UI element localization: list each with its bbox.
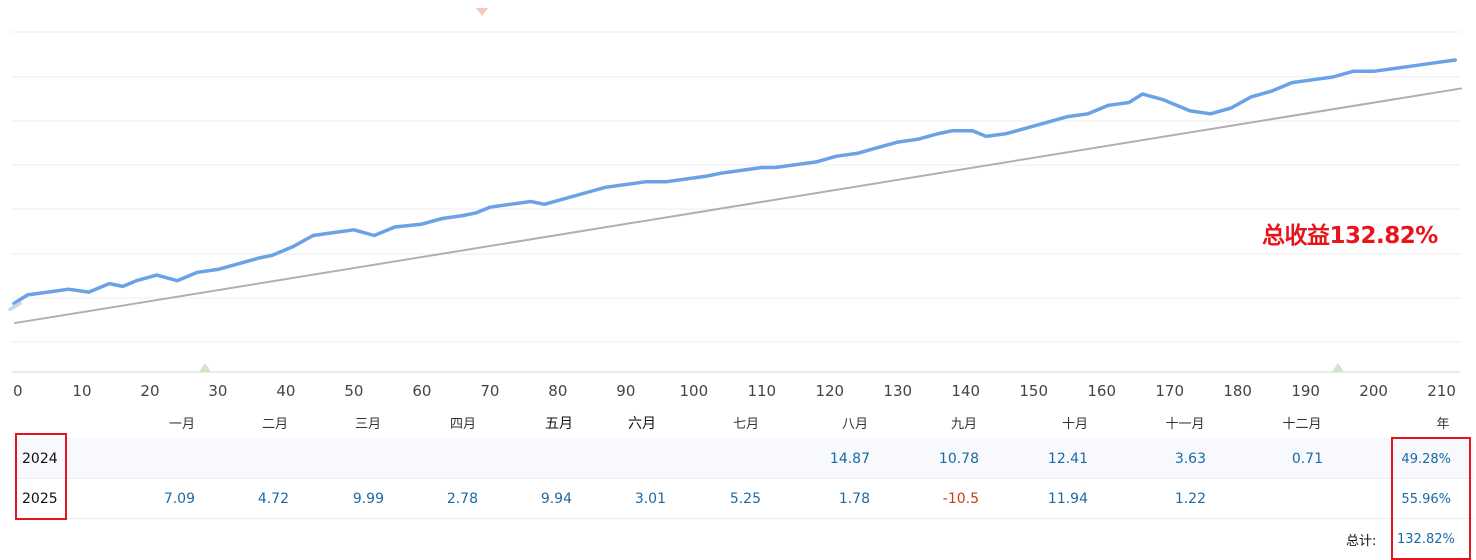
month-header-4: 四月 bbox=[449, 417, 477, 432]
cell-2024-dec: 0.71 bbox=[1291, 451, 1323, 467]
month-header-12: 十二月 bbox=[1282, 417, 1322, 432]
cell-2025-may: 9.94 bbox=[540, 491, 572, 507]
month-header-9: 九月 bbox=[950, 417, 978, 432]
trend-line bbox=[13, 87, 1463, 325]
year-total-header: 年 bbox=[1436, 417, 1450, 432]
equity-curve-chart: 0 10 20 30 40 50 60 70 80 90 100 110 120 130 140 150 160… bbox=[8, 8, 1463, 400]
curve-start-segment bbox=[8, 301, 22, 312]
cell-2025-jun: 3.01 bbox=[634, 491, 666, 507]
x-tick-label: 40 bbox=[276, 382, 295, 400]
x-tick-label: 30 bbox=[208, 382, 227, 400]
cell-2025-year-total: 55.96% bbox=[1401, 492, 1451, 507]
grand-total-value: 132.82% bbox=[1397, 532, 1455, 547]
series-layer bbox=[8, 58, 1463, 325]
x-tick-label: 160 bbox=[1087, 382, 1116, 400]
cell-2024-aug: 14.87 bbox=[829, 451, 870, 467]
cell-2025-aug: 1.78 bbox=[838, 491, 870, 507]
row-2024-background bbox=[14, 438, 1474, 478]
x-tick-label: 60 bbox=[412, 382, 431, 400]
year-column-highlight-box bbox=[15, 433, 67, 520]
x-tick-label: 50 bbox=[344, 382, 363, 400]
row-2024-year: 2024 bbox=[22, 451, 58, 467]
x-tick-label: 0 bbox=[13, 382, 23, 400]
cell-2025-feb: 4.72 bbox=[257, 491, 289, 507]
x-tick-label: 100 bbox=[679, 382, 708, 400]
x-tick-label: 90 bbox=[616, 382, 635, 400]
equity-curve-line bbox=[12, 58, 1457, 306]
x-tick-label: 70 bbox=[480, 382, 499, 400]
month-header-10: 十月 bbox=[1061, 417, 1089, 432]
x-axis-ticks: 0 10 20 30 40 50 60 70 80 90 100 110 120 130 140 150 160… bbox=[13, 382, 1456, 400]
x-tick-label: 140 bbox=[951, 382, 980, 400]
cell-2024-year-total: 49.28% bbox=[1401, 452, 1451, 467]
x-tick-label: 110 bbox=[747, 382, 776, 400]
cell-2025-nov: 1.22 bbox=[1174, 491, 1206, 507]
cell-2024-nov: 3.63 bbox=[1174, 451, 1206, 467]
bottom-marker-right-triangle bbox=[1332, 363, 1344, 372]
cell-2025-oct: 11.94 bbox=[1047, 491, 1088, 507]
x-tick-label: 180 bbox=[1223, 382, 1252, 400]
month-header-11: 十一月 bbox=[1165, 417, 1205, 432]
month-header-5: 五月 bbox=[545, 416, 573, 432]
x-tick-label: 200 bbox=[1359, 382, 1388, 400]
x-tick-label: 150 bbox=[1019, 382, 1048, 400]
cell-2024-sep: 10.78 bbox=[938, 451, 979, 467]
month-header-7: 七月 bbox=[732, 417, 760, 432]
top-marker-triangle bbox=[476, 8, 488, 16]
cell-2025-apr: 2.78 bbox=[446, 491, 478, 507]
month-header-2: 二月 bbox=[261, 417, 289, 432]
x-tick-label: 170 bbox=[1155, 382, 1184, 400]
row-separator bbox=[14, 478, 1474, 479]
x-tick-label: 20 bbox=[140, 382, 159, 400]
month-header-3: 三月 bbox=[354, 417, 382, 432]
monthly-returns-table bbox=[0, 410, 1476, 560]
cell-2025-jul: 5.25 bbox=[729, 491, 761, 507]
x-tick-label: 190 bbox=[1291, 382, 1320, 400]
x-tick-label: 120 bbox=[815, 382, 844, 400]
month-header-1: 一月 bbox=[168, 417, 196, 432]
total-return-annotation: 总收益132.82% bbox=[1262, 223, 1438, 249]
bottom-marker-left-triangle bbox=[199, 363, 211, 372]
row-separator bbox=[14, 518, 1474, 519]
month-header-6: 六月 bbox=[628, 416, 656, 432]
x-tick-label: 80 bbox=[548, 382, 567, 400]
x-tick-label: 130 bbox=[883, 382, 912, 400]
cell-2025-sep: -10.5 bbox=[942, 491, 979, 507]
month-header-8: 八月 bbox=[841, 417, 869, 432]
cell-2025-jan: 7.09 bbox=[163, 491, 195, 507]
grand-total-label: 总计: bbox=[1346, 534, 1377, 549]
yearly-total-highlight-box bbox=[1391, 437, 1471, 560]
cell-2024-oct: 12.41 bbox=[1047, 451, 1088, 467]
row-2025-year: 2025 bbox=[22, 491, 58, 507]
x-tick-label: 210 bbox=[1427, 382, 1456, 400]
x-tick-label: 10 bbox=[72, 382, 91, 400]
horizontal-gridlines bbox=[12, 31, 1460, 343]
cell-2025-mar: 9.99 bbox=[352, 491, 384, 507]
